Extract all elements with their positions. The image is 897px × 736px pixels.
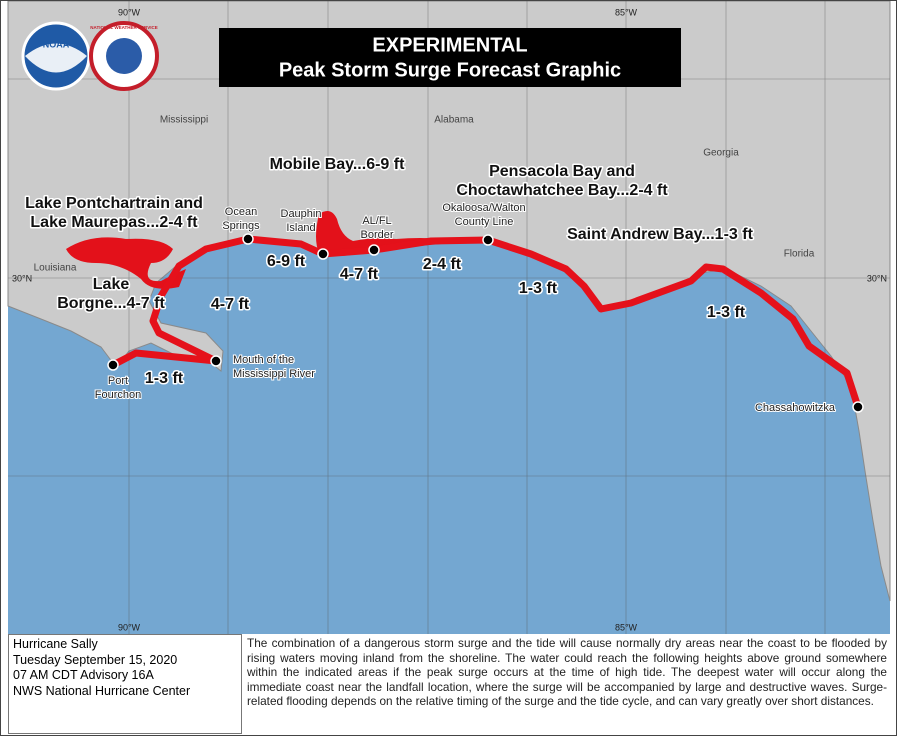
place-label: County Line bbox=[455, 216, 514, 228]
surge-label: 1-3 ft bbox=[519, 280, 558, 297]
title-box bbox=[219, 28, 681, 87]
graticule-label: 85°W bbox=[615, 7, 638, 17]
nws-logo-text: NATIONAL WEATHER SERVICE bbox=[90, 25, 157, 30]
surge-label: Borgne...4-7 ft bbox=[57, 295, 165, 312]
lake-pontchartrain-flood bbox=[66, 237, 186, 289]
title-line: EXPERIMENTAL bbox=[372, 34, 527, 56]
place-label: Mississippi River bbox=[233, 368, 315, 380]
state-label: Alabama bbox=[434, 115, 474, 126]
location-dot bbox=[368, 244, 380, 256]
location-dot bbox=[242, 233, 254, 245]
place-label: Island bbox=[286, 222, 315, 234]
surge-label: 4-7 ft bbox=[211, 296, 250, 313]
place-label: AL/FL bbox=[362, 215, 391, 227]
place-label: Port bbox=[108, 375, 128, 387]
graticule-label: 30°N bbox=[867, 273, 887, 283]
surge-label: Choctawhatchee Bay...2-4 ft bbox=[456, 182, 668, 199]
place-label: Chassahowitzka bbox=[755, 402, 836, 414]
surge-label: 1-3 ft bbox=[145, 370, 184, 387]
info-line: 07 AM CDT Advisory 16A bbox=[13, 668, 154, 682]
storm-info: Hurricane Sally Tuesday September 15, 202… bbox=[8, 634, 242, 734]
surge-label: 2-4 ft bbox=[423, 256, 462, 273]
surge-label: Mobile Bay...6-9 ft bbox=[270, 156, 406, 173]
description: The combination of a dangerous storm sur… bbox=[247, 636, 887, 709]
location-dot bbox=[107, 359, 119, 371]
map: EXPERIMENTAL Peak Storm Surge Forecast Gr… bbox=[7, 1, 891, 634]
place-label: Springs bbox=[222, 220, 260, 232]
info-line: Hurricane Sally bbox=[13, 637, 98, 651]
surge-label: 6-9 ft bbox=[267, 253, 306, 270]
place-label: Fourchon bbox=[95, 389, 141, 401]
location-dot bbox=[210, 355, 222, 367]
surge-label: Saint Andrew Bay...1-3 ft bbox=[567, 226, 753, 243]
noaa-logo-bird bbox=[25, 43, 87, 73]
place-label: Dauphin bbox=[281, 208, 322, 220]
noaa-logo-text: NOAA bbox=[43, 39, 70, 49]
state-label: Louisiana bbox=[34, 263, 77, 274]
title-line: Peak Storm Surge Forecast Graphic bbox=[279, 59, 621, 81]
surge-warning-line bbox=[109, 235, 862, 411]
surge-label: 1-3 ft bbox=[707, 304, 746, 321]
graticule-label: 90°W bbox=[118, 622, 141, 632]
nws-logo-center bbox=[106, 38, 142, 74]
surge-label: Lake bbox=[93, 276, 130, 293]
location-dot bbox=[317, 248, 329, 260]
state-label: Georgia bbox=[703, 148, 739, 159]
graticule-label: 90°W bbox=[118, 7, 141, 17]
info-line: Tuesday September 15, 2020 bbox=[13, 652, 178, 667]
state-label: Florida bbox=[784, 249, 815, 260]
place-label: Ocean bbox=[225, 206, 257, 218]
info-line: NWS National Hurricane Center bbox=[13, 683, 191, 698]
graticule-label: 85°W bbox=[615, 622, 638, 632]
state-label: Mississippi bbox=[160, 115, 208, 126]
graticule-label: 30°N bbox=[12, 273, 32, 283]
location-dot bbox=[852, 401, 864, 413]
surge-label: Pensacola Bay and bbox=[489, 163, 635, 180]
location-dot bbox=[482, 234, 494, 246]
place-label: Mouth of the bbox=[233, 354, 294, 366]
place-label: Border bbox=[360, 229, 393, 241]
place-label: Okaloosa/Walton bbox=[442, 202, 525, 214]
surge-label: Lake Pontchartrain and bbox=[25, 195, 203, 212]
surge-label: 4-7 ft bbox=[340, 266, 379, 283]
surge-label: Lake Maurepas...2-4 ft bbox=[30, 214, 198, 231]
